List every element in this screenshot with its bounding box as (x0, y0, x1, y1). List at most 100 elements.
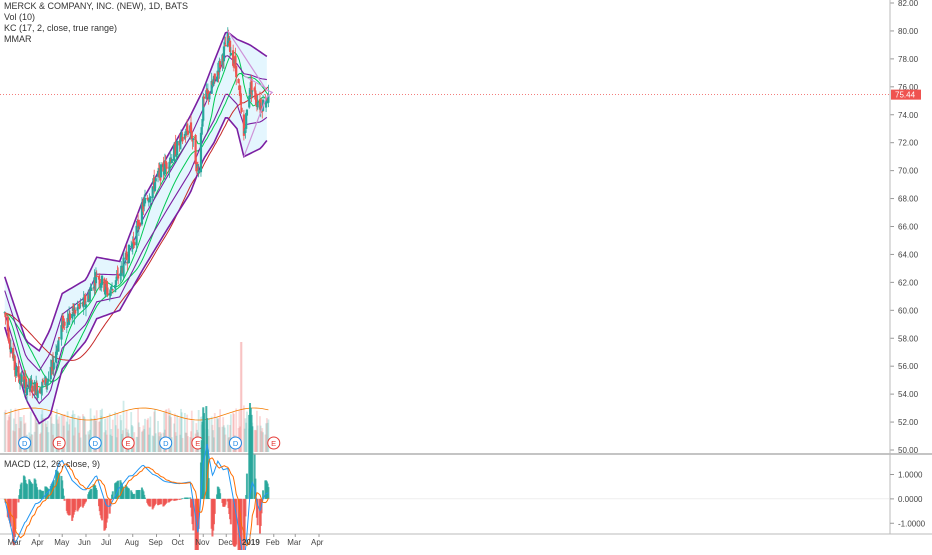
price-axis-label: 50.00 (898, 446, 919, 455)
event-marker (121, 436, 135, 450)
candle-body (202, 96, 205, 121)
candle-body (60, 325, 63, 340)
macd-histogram-bar (256, 498, 259, 526)
legend-mmar: MMAR (4, 34, 32, 44)
event-marker-label: E (195, 439, 200, 448)
candle-body (35, 382, 39, 395)
volume-bar (111, 419, 114, 452)
volume-bar (14, 408, 17, 452)
macd-histogram-bar (122, 487, 125, 499)
candle-body (17, 366, 20, 378)
macd-histogram-bar (79, 498, 82, 507)
macd-histogram-bar (208, 498, 211, 499)
volume-bar (115, 437, 118, 452)
candle-body (105, 281, 108, 288)
event-marker (18, 436, 32, 450)
candle-body (210, 80, 213, 94)
volume-bar (229, 425, 231, 452)
candle-body (179, 139, 182, 144)
volume-bar (52, 423, 55, 452)
volume-bar (82, 415, 85, 452)
time-axis-label: May (54, 538, 69, 547)
candle-body (117, 274, 120, 279)
macd-histogram-bar (42, 490, 45, 499)
volume-bar (58, 416, 61, 452)
candle-body (79, 302, 82, 304)
candle-body (63, 321, 66, 326)
volume-bar (157, 432, 160, 452)
candle-body (125, 251, 128, 260)
candle-body (47, 378, 50, 380)
volume-bar (82, 414, 84, 452)
volume-bar (169, 410, 172, 452)
volume-bar (154, 408, 156, 452)
candle-body (184, 136, 187, 138)
candle-body (212, 81, 215, 86)
candle-body (116, 273, 119, 275)
volume-bar (55, 414, 57, 452)
volume-bar (184, 432, 187, 452)
candle-body (57, 340, 60, 352)
candle-body (267, 94, 270, 103)
candle-body (191, 139, 194, 142)
volume-bar (29, 411, 32, 452)
candle-body (239, 93, 242, 105)
keltner-lower-band (3, 116, 268, 425)
volume-bar (227, 437, 230, 452)
candle-body (186, 130, 190, 135)
volume-bar (219, 409, 222, 452)
volume-bar (147, 418, 149, 452)
volume-bar (95, 420, 97, 452)
candle-body (82, 297, 85, 308)
price-axis-label: 52.00 (898, 418, 919, 427)
volume-bar (253, 430, 256, 452)
volume-bar (167, 408, 170, 452)
candle-body (111, 289, 114, 291)
volume-bar (223, 425, 225, 452)
volume-bar (122, 400, 125, 452)
time-axis-label: Nov (195, 538, 209, 547)
volume-bar (154, 433, 157, 452)
volume-bar (72, 435, 75, 452)
candle-body (163, 160, 167, 175)
volume-bar (173, 413, 176, 452)
volume-bar (213, 437, 215, 452)
volume-bar (120, 420, 123, 452)
volume-bar (135, 436, 138, 452)
macd-histogram-bar (17, 498, 20, 503)
candle-body (31, 385, 34, 393)
macd-histogram-bar (111, 491, 114, 499)
volume-bar (40, 414, 43, 452)
candle-body (197, 170, 200, 174)
volume-bar (60, 414, 63, 452)
volume-bar (87, 431, 90, 452)
candle-body (232, 50, 235, 66)
volume-bar (77, 415, 80, 452)
volume-bar (34, 414, 37, 452)
volume-bar (41, 410, 44, 452)
macd-histogram-bar (52, 480, 55, 499)
time-axis-label: Jun (78, 538, 91, 547)
candle-body (238, 91, 242, 96)
event-marker (88, 436, 102, 450)
volume-bar (49, 416, 52, 452)
candle-body (100, 285, 103, 288)
volume-bar (45, 423, 48, 452)
event-marker-label: E (126, 439, 131, 448)
volume-bar (255, 430, 258, 452)
candle-body (98, 278, 101, 285)
volume-bar (240, 342, 243, 452)
macd-histogram-bar (224, 498, 227, 505)
candle-body (50, 366, 53, 368)
volume-bar (235, 408, 238, 452)
volume-bar (104, 418, 107, 452)
macd-histogram-bar (90, 488, 93, 499)
macd-histogram-bar (207, 478, 210, 499)
candle-body (78, 305, 81, 307)
volume-bar (218, 427, 221, 452)
volume-bar (185, 432, 188, 452)
price-axis-label: 56.00 (898, 362, 919, 371)
candle-body (30, 382, 33, 384)
